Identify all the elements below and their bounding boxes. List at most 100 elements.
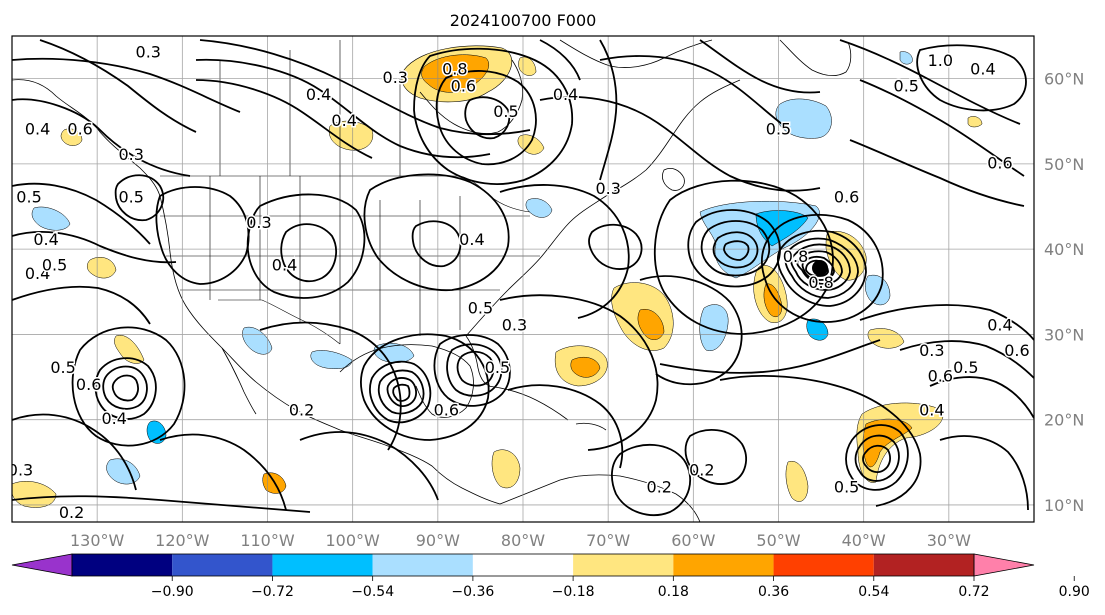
lon-tick-label: 120°W bbox=[155, 531, 210, 550]
coast-central-america bbox=[339, 429, 501, 505]
coast-canadian-arctic bbox=[559, 39, 713, 68]
colorbar-segment bbox=[873, 554, 974, 576]
contour-atlantic-outer-ring bbox=[653, 179, 834, 335]
contour-pacific-nw-ring bbox=[114, 174, 165, 222]
contour-canada-ridge-3 bbox=[199, 39, 531, 136]
colorbar-tick-label: −0.18 bbox=[552, 584, 595, 600]
contour-east-coast-1 bbox=[499, 184, 630, 319]
contour-value-label: 0.4 bbox=[919, 401, 944, 420]
colorbar-segment bbox=[673, 554, 774, 576]
contour-north-atlantic-2 bbox=[859, 79, 1025, 177]
shade-negative-pacific-far-west bbox=[146, 420, 167, 444]
map-contents: 0.30.40.50.60.30.50.40.50.40.40.40.3 0.80… bbox=[12, 36, 1034, 522]
contour-value-label: 0.2 bbox=[289, 401, 314, 420]
contour-pacific-wave-3 bbox=[12, 285, 151, 325]
contour-east-bottom bbox=[939, 435, 1029, 511]
contour-value-label: 0.8 bbox=[808, 273, 833, 292]
lon-tick-label: 40°W bbox=[842, 531, 886, 550]
colorbar-segment bbox=[573, 554, 674, 576]
contour-gulf-hurricane-2 bbox=[377, 369, 425, 415]
lon-tick-label: 110°W bbox=[240, 531, 295, 550]
contour-caribbean-1 bbox=[499, 294, 659, 451]
contour-north-pacific-1 bbox=[12, 98, 191, 177]
contour-central-atlantic-2 bbox=[659, 339, 881, 374]
contour-value-label: 0.5 bbox=[468, 298, 493, 317]
contour-east-coast-2 bbox=[588, 223, 643, 270]
latitude-labels: 10°N 20°N 30°N 40°N 50°N 60°N bbox=[1044, 70, 1084, 515]
contour-value-label: 0.2 bbox=[689, 460, 714, 479]
contour-gulf-secondary-3 bbox=[456, 350, 495, 387]
contour-atlantic-low-3 bbox=[712, 231, 759, 269]
colorbar-extend-low bbox=[11, 553, 73, 577]
contour-great-lakes-inner bbox=[411, 220, 462, 268]
contour-labrador-sea bbox=[599, 39, 618, 181]
anomaly-contours bbox=[12, 39, 1034, 516]
contour-value-label: 0.6 bbox=[928, 367, 953, 386]
contour-gulf-outer bbox=[360, 333, 490, 441]
contour-value-label: 0.4 bbox=[306, 85, 331, 104]
lat-tick-label: 30°N bbox=[1044, 325, 1084, 344]
shade-positive-gulf-alaska bbox=[60, 128, 83, 146]
contour-east-atlantic-1 bbox=[859, 304, 1034, 341]
contour-value-label: 0.3 bbox=[919, 341, 944, 360]
shade-negative-central-atlantic bbox=[699, 304, 729, 352]
contour-hurricane-2 bbox=[784, 237, 859, 299]
map-panel: 0.30.40.50.60.30.50.40.50.40.40.40.3 0.80… bbox=[11, 35, 1084, 550]
coast-cuba bbox=[487, 385, 569, 421]
contour-hurricane-5 bbox=[801, 255, 835, 281]
anomaly-shading bbox=[12, 45, 983, 508]
contour-value-label: 0.3 bbox=[119, 145, 144, 164]
lon-tick-label: 80°W bbox=[501, 531, 545, 550]
figure-title: 2024100700 F000 bbox=[450, 11, 597, 30]
contour-value-label: 0.5 bbox=[834, 477, 859, 496]
contour-pacific-south-2 bbox=[159, 433, 287, 511]
shade-positive-central-atlantic-core bbox=[637, 308, 665, 340]
contour-value-label: 0.5 bbox=[894, 77, 919, 96]
colorbar-segment bbox=[773, 554, 874, 576]
contour-value-label: 0.8 bbox=[442, 60, 467, 79]
colorbar-tick-label: −0.36 bbox=[451, 584, 494, 600]
contour-hudson-low-1 bbox=[413, 47, 574, 185]
coast-gulf-mexico bbox=[339, 344, 474, 418]
contour-value-label: 0.2 bbox=[647, 477, 672, 496]
contour-canada-ridge-2 bbox=[195, 79, 373, 159]
colorbar: −0.90 −0.72 −0.54 −0.36 −0.18 0.18 0.36 0.54 0.7… bbox=[11, 553, 1090, 600]
shade-negative-gulf-california bbox=[242, 326, 273, 355]
coast-canada-east bbox=[605, 79, 741, 197]
colorbar-segment bbox=[72, 554, 173, 576]
contour-value-label: 0.5 bbox=[16, 188, 41, 207]
colorbar-tick-label: −0.90 bbox=[151, 584, 194, 600]
contour-africa-low-1 bbox=[845, 424, 909, 491]
shade-positive-west-africa-coast bbox=[785, 460, 809, 502]
contour-value-label: 0.5 bbox=[485, 358, 510, 377]
contour-north-pacific-3 bbox=[39, 39, 197, 133]
shade-positive-pacific-hawaii bbox=[12, 481, 57, 508]
contour-value-label: 0.3 bbox=[502, 315, 527, 334]
shade-negative-newfoundland bbox=[775, 98, 832, 139]
contour-value-label: 0.4 bbox=[25, 264, 50, 283]
contour-africa-low-2 bbox=[854, 434, 900, 482]
contour-plains-ring bbox=[246, 193, 366, 299]
contour-value-label: 0.4 bbox=[987, 315, 1012, 334]
contour-subtropical-ring bbox=[719, 375, 922, 507]
contour-gulf-hurricane-4 bbox=[392, 383, 411, 402]
colorbar-segment bbox=[372, 554, 473, 576]
contour-value-label: 0.4 bbox=[459, 230, 484, 249]
contour-pacific-subtropic-outer bbox=[71, 326, 186, 447]
contour-value-label: 0.6 bbox=[1004, 341, 1029, 360]
contour-value-label: 0.3 bbox=[246, 213, 271, 232]
contour-gulf-secondary-1 bbox=[433, 334, 511, 407]
shade-positive-pacific-41n bbox=[87, 257, 117, 279]
contour-value-label: 0.6 bbox=[834, 188, 859, 207]
contour-gulf-secondary-2 bbox=[446, 343, 503, 397]
contour-value-label: 0.8 bbox=[783, 247, 808, 266]
contour-value-label: 0.6 bbox=[67, 119, 92, 138]
contour-pacific-bottom bbox=[12, 495, 311, 513]
contour-top-mid bbox=[699, 39, 821, 94]
lat-tick-label: 20°N bbox=[1044, 411, 1084, 430]
shade-negative-pacific-west bbox=[31, 206, 71, 231]
contour-hurricane-3 bbox=[790, 243, 851, 291]
contour-value-label: 0.4 bbox=[33, 230, 58, 249]
coast-greenland bbox=[779, 39, 852, 76]
